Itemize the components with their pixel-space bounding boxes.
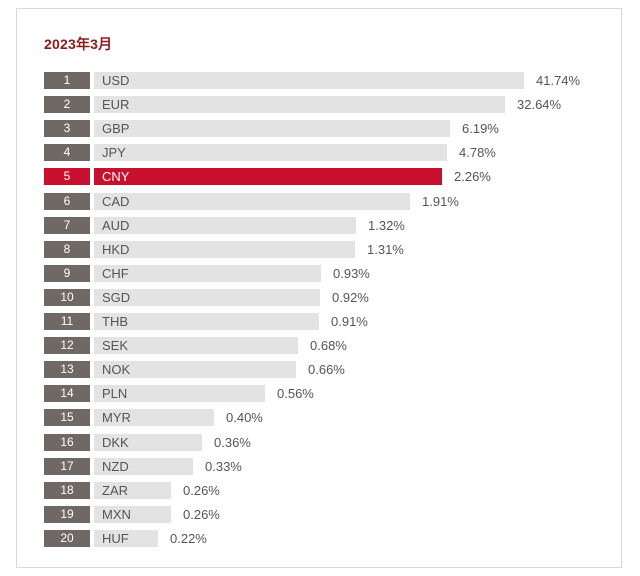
rank-badge: 12 bbox=[44, 337, 90, 354]
currency-code: MYR bbox=[102, 410, 131, 425]
rank-badge: 15 bbox=[44, 409, 90, 426]
currency-code: ZAR bbox=[102, 483, 128, 498]
rank-badge: 18 bbox=[44, 482, 90, 499]
value-label: 6.19% bbox=[462, 121, 499, 136]
value-label: 32.64% bbox=[517, 97, 562, 112]
currency-code: PLN bbox=[102, 386, 128, 401]
currency-code: CHF bbox=[102, 266, 129, 281]
currency-code: USD bbox=[102, 73, 130, 88]
currency-code: THB bbox=[102, 314, 128, 329]
bar-chf bbox=[94, 265, 321, 282]
value-label: 0.56% bbox=[277, 386, 314, 401]
value-label: 0.40% bbox=[226, 410, 263, 425]
rank-badge: 10 bbox=[44, 289, 90, 306]
bar-nok bbox=[94, 361, 296, 378]
chart-title: 2023年3月 bbox=[44, 36, 113, 52]
bar-usd bbox=[94, 72, 524, 89]
currency-code: CAD bbox=[102, 194, 130, 209]
value-label: 2.26% bbox=[454, 169, 491, 184]
bar-sek bbox=[94, 337, 298, 354]
currency-code: AUD bbox=[102, 218, 130, 233]
currency-code: MXN bbox=[102, 507, 131, 522]
bar-dkk bbox=[94, 434, 202, 451]
rank-badge: 16 bbox=[44, 434, 90, 451]
value-label: 1.32% bbox=[368, 218, 405, 233]
value-label: 41.74% bbox=[536, 73, 581, 88]
bar-zar bbox=[94, 482, 171, 499]
currency-code: DKK bbox=[102, 435, 129, 450]
bar-mxn bbox=[94, 506, 171, 523]
currency-code: NOK bbox=[102, 362, 131, 377]
rank-badge: 19 bbox=[44, 506, 90, 523]
currency-code: CNY bbox=[102, 169, 130, 184]
bar-huf bbox=[94, 530, 158, 547]
value-label: 0.33% bbox=[205, 459, 242, 474]
rank-badge: 17 bbox=[44, 458, 90, 475]
rank-badge: 3 bbox=[44, 120, 90, 137]
currency-code: JPY bbox=[102, 145, 126, 160]
value-label: 0.92% bbox=[332, 290, 369, 305]
bar-gbp bbox=[94, 120, 450, 137]
value-label: 0.22% bbox=[170, 531, 207, 546]
value-label: 0.93% bbox=[333, 266, 370, 281]
bar-thb bbox=[94, 313, 319, 330]
bar-jpy bbox=[94, 144, 447, 161]
currency-code: HKD bbox=[102, 242, 130, 257]
value-label: 0.36% bbox=[214, 435, 251, 450]
rank-badge: 1 bbox=[44, 72, 90, 89]
currency-code: SEK bbox=[102, 338, 129, 353]
value-label: 4.78% bbox=[459, 145, 496, 160]
currency-code: SGD bbox=[102, 290, 131, 305]
value-label: 0.26% bbox=[183, 507, 220, 522]
value-label: 1.91% bbox=[422, 194, 459, 209]
rank-badge: 8 bbox=[44, 241, 90, 258]
value-label: 0.26% bbox=[183, 483, 220, 498]
rank-badge: 13 bbox=[44, 361, 90, 378]
currency-code: GBP bbox=[102, 121, 130, 136]
value-label: 0.91% bbox=[331, 314, 368, 329]
bar-aud bbox=[94, 217, 356, 234]
currency-code: HUF bbox=[102, 531, 129, 546]
rank-badge: 9 bbox=[44, 265, 90, 282]
rank-badge: 7 bbox=[44, 217, 90, 234]
bar-eur bbox=[94, 96, 505, 113]
rank-badge: 2 bbox=[44, 96, 90, 113]
bar-hkd bbox=[94, 241, 355, 258]
bar-sgd bbox=[94, 289, 320, 306]
value-label: 1.31% bbox=[367, 242, 404, 257]
bar-cad bbox=[94, 193, 410, 210]
value-label: 0.68% bbox=[310, 338, 347, 353]
bar-myr bbox=[94, 409, 214, 426]
bar-cny bbox=[94, 168, 442, 185]
rank-badge: 6 bbox=[44, 193, 90, 210]
currency-code: EUR bbox=[102, 97, 130, 112]
rank-badge: 4 bbox=[44, 144, 90, 161]
rank-badge: 5 bbox=[44, 168, 90, 185]
bar-pln bbox=[94, 385, 265, 402]
bar-nzd bbox=[94, 458, 193, 475]
currency-code: NZD bbox=[102, 459, 129, 474]
value-label: 0.66% bbox=[308, 362, 345, 377]
rank-badge: 20 bbox=[44, 530, 90, 547]
rank-badge: 11 bbox=[44, 313, 90, 330]
rank-badge: 14 bbox=[44, 385, 90, 402]
